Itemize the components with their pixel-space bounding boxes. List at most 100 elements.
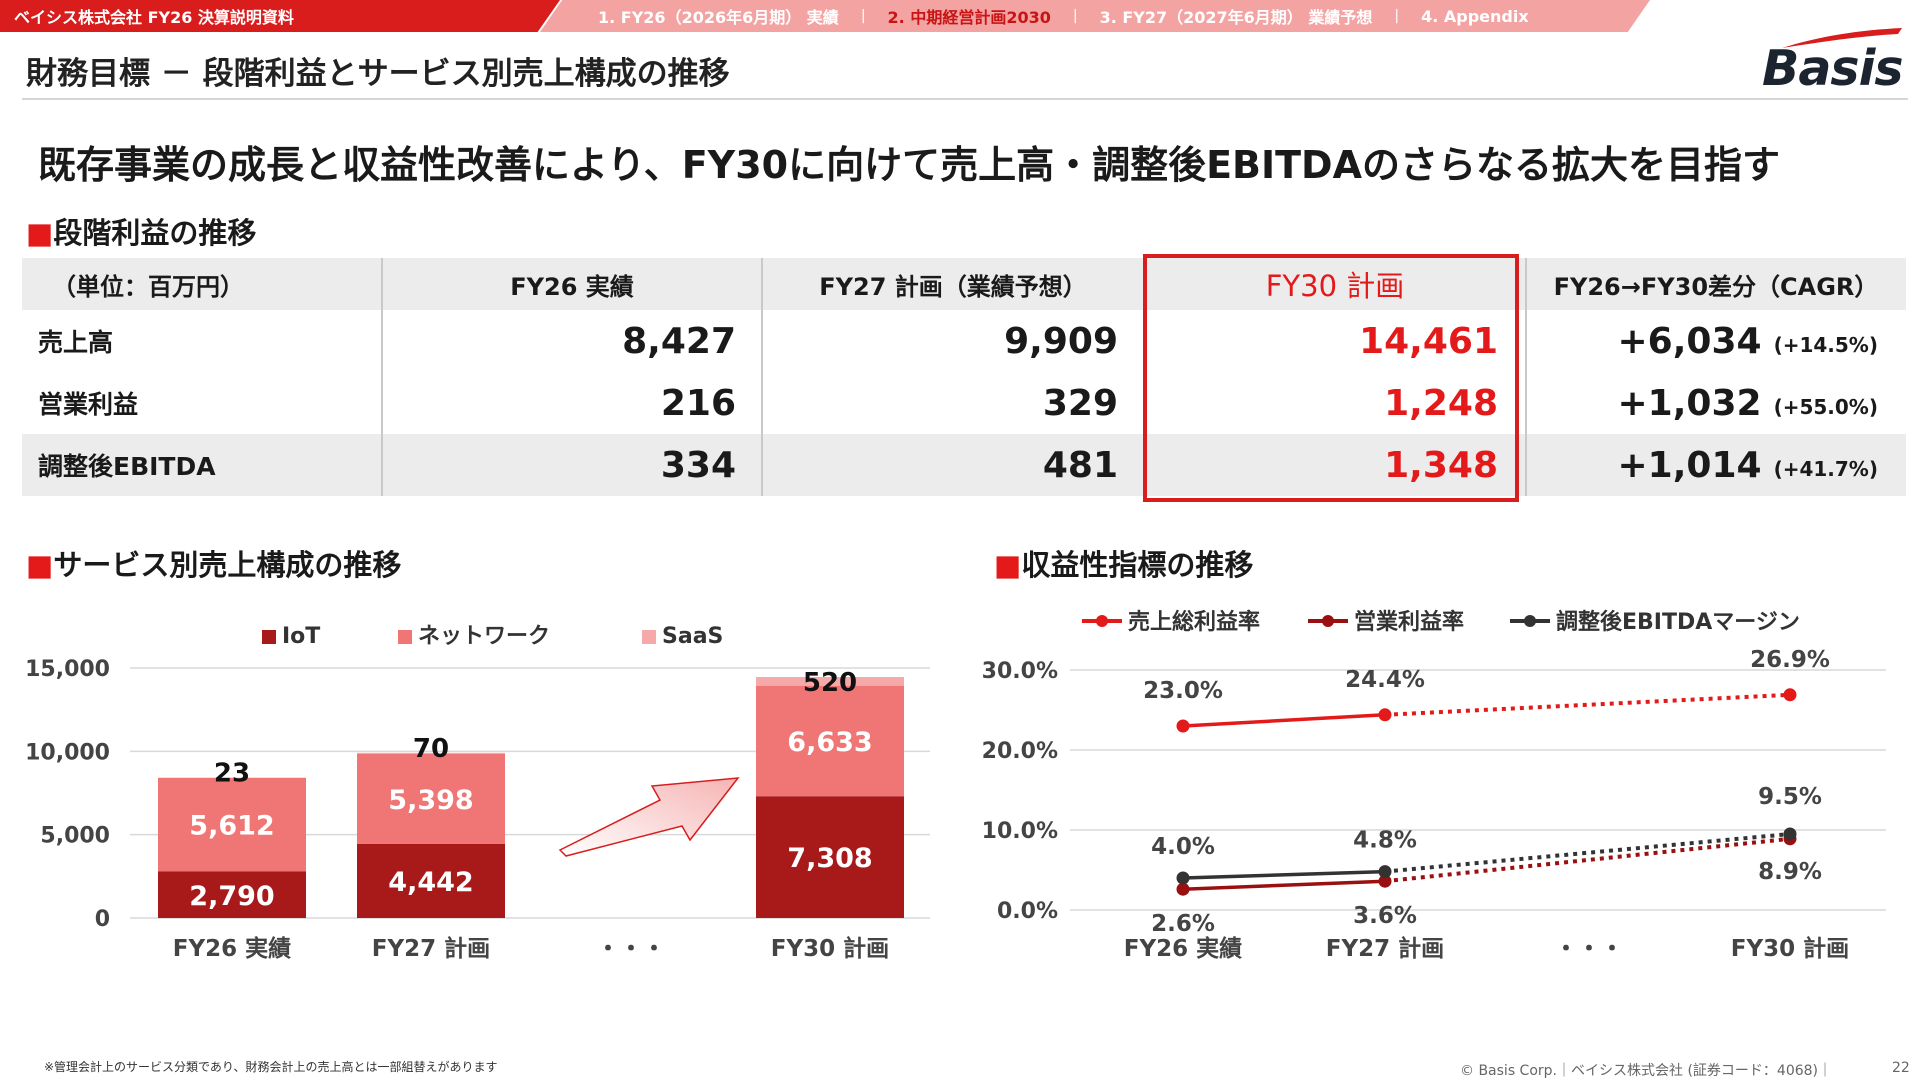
point-data-label: 8.9% [1758,859,1822,885]
growth-arrow-icon [558,777,740,857]
title-divider [22,98,1908,100]
series-line-actual [1182,869,1386,880]
column-divider [761,258,763,496]
section-title-profit: ■段階利益の推移 [26,210,256,252]
section-title-profitability: ■収益性指標の推移 [994,542,1253,584]
data-point [1176,871,1190,885]
section-marker-icon: ■ [26,548,54,582]
value-fy27: 9,909 [1004,320,1118,362]
x-tick-label: FY26 実績 [1124,935,1242,962]
nav-tab-mid-term-plan[interactable]: 2. 中期経営計画2030 [887,8,1051,27]
row-label: 調整後EBITDA [38,452,216,481]
legend-label: 調整後EBITDAマージン [1556,609,1800,635]
bar-data-label-iot: 2,790 [189,881,274,912]
table-row-revenue: 売上高 8,427 9,909 14,461 +6,034 (+14.5%) [22,310,1906,372]
nav-separator: | [1072,8,1078,24]
diff-amount: +6,034 [1617,320,1762,362]
bar-data-label-iot: 4,442 [388,867,473,898]
section-marker-icon: ■ [26,216,54,250]
series-line-projection [1384,692,1791,717]
top-bar: ベイシス株式会社 FY26 決算説明資料 1. FY26（2026年6月期） 実… [0,0,1920,32]
cagr-rate: (+41.7%) [1773,457,1878,481]
point-data-label: 9.5% [1758,784,1822,810]
x-tick-label: ・・・ [597,936,666,962]
value-fy30: 14,461 [1359,320,1498,362]
point-data-label: 4.8% [1353,828,1417,854]
basis-logo: Basis [1762,26,1904,97]
value-fy27: 329 [1042,382,1118,424]
table-row-adjusted-ebitda: 調整後EBITDA 334 481 1,348 +1,014 (+41.7%) [22,434,1906,496]
value-fy30: 1,348 [1384,444,1498,486]
point-data-label: 23.0% [1143,678,1223,704]
legend-label: 営業利益率 [1354,609,1464,635]
bar-data-label-network: 5,398 [388,785,473,816]
header-fy27: FY27 計画（業績予想） [819,272,1087,301]
data-point [1176,882,1190,896]
bar-data-label-saas: 23 [214,759,250,789]
data-point [1378,708,1392,722]
diff-amount: +1,014 [1617,444,1762,486]
header-fy30: FY30 計画 [1265,269,1405,303]
nav-tab-fy26-results[interactable]: 1. FY26（2026年6月期） 実績 [598,8,839,27]
y-tick-label: 5,000 [40,824,110,849]
point-data-label: 4.0% [1151,834,1215,860]
logo-swoosh-icon [1782,28,1902,48]
bar-segment-network [756,685,904,797]
logo-wordmark: Basis [1762,40,1904,97]
point-data-label: 2.6% [1151,911,1215,937]
value-fy27: 481 [1042,444,1118,486]
data-point [1783,827,1797,841]
point-data-label: 26.9% [1750,647,1830,673]
x-tick-label: ・・・ [1555,936,1624,962]
page-number: 22 [1892,1060,1910,1076]
nav-tab-appendix[interactable]: 4. Appendix [1421,6,1529,26]
bar-segment-saas [357,752,505,754]
section-nav: 1. FY26（2026年6月期） 実績 | 2. 中期経営計画2030 | 3… [540,0,1650,32]
bar-segment-network [357,754,505,844]
fy30-highlight-box [1143,254,1519,502]
bar-segment-network [158,777,306,872]
table-header-row: （単位：百万円） FY26 実績 FY27 計画（業績予想） FY30 計画 F… [22,258,1906,310]
legend-label: 売上総利益率 [1128,609,1260,635]
bar-data-label-network: 6,633 [787,727,872,758]
row-label: 売上高 [38,328,114,357]
diff-amount: +1,032 [1617,382,1762,424]
value-diff: +1,014 (+41.7%) [1526,434,1906,496]
bar-segment-saas [756,676,904,686]
value-diff: +6,034 (+14.5%) [1526,310,1906,372]
y-tick-label: 10,000 [25,740,110,765]
section-title-text: 収益性指標の推移 [1021,548,1254,582]
legend-swatch [262,630,276,644]
document-title-tag: ベイシス株式会社 FY26 決算説明資料 [0,0,560,32]
value-fy30: 1,248 [1384,382,1498,424]
legend-swatch [398,630,412,644]
series-line-projection [1384,836,1791,884]
series-line-actual [1182,713,1386,728]
copyright-footer: © Basis Corp.｜ベイシス株式会社 (証券コード：4068)｜ [1460,1063,1832,1079]
row-label: 営業利益 [38,390,139,419]
section-marker-icon: ■ [994,548,1022,582]
series-line-projection [1384,832,1791,874]
y-tick-label: 0.0% [997,899,1058,924]
y-tick-label: 15,000 [25,657,110,682]
nav-tab-fy27-forecast[interactable]: 3. FY27（2027年6月期） 業績予想 [1099,8,1373,27]
section-title-text: 段階利益の推移 [53,216,257,250]
value-fy26: 8,427 [622,320,736,362]
legend-label: SaaS [662,624,723,649]
legend-marker [1524,615,1536,627]
y-tick-label: 0 [95,907,110,932]
bar-segment-iot [756,796,904,918]
column-divider [381,258,383,496]
header-unit: （単位：百万円） [52,272,244,301]
page-title: 財務目標 － 段階利益とサービス別売上構成の推移 [26,56,730,92]
cagr-rate: (+14.5%) [1773,333,1878,357]
point-data-label: 24.4% [1345,667,1425,693]
legend-swatch [642,630,656,644]
table-row-operating-profit: 営業利益 216 329 1,248 +1,032 (+55.0%) [22,372,1906,434]
x-tick-label: FY26 実績 [173,935,291,962]
profitability-line-chart: 売上総利益率 営業利益率 調整後EBITDAマージン 0.0% 10.0% 20.0% 30… [982,609,1886,962]
legend-label: ネットワーク [418,624,550,649]
data-point [1378,874,1392,888]
column-divider [1525,258,1527,496]
nav-separator: | [1394,8,1400,24]
